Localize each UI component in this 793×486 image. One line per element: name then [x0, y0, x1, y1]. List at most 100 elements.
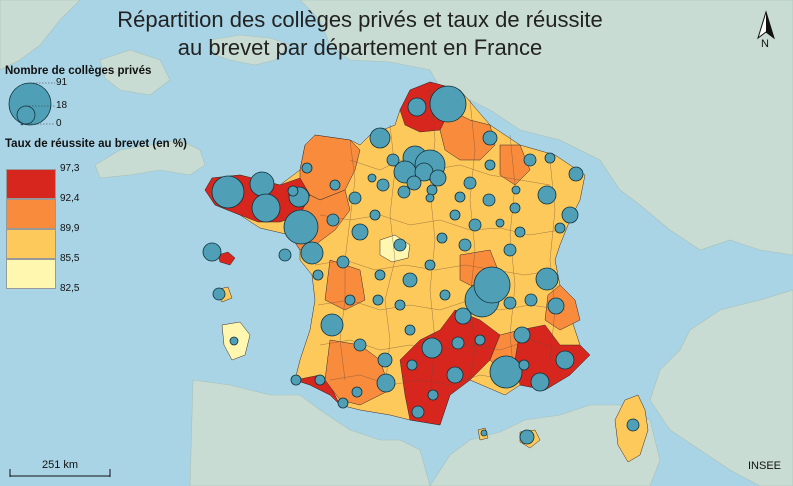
department-college-circle: [480, 429, 488, 437]
legend-color-heading: Taux de réussite au brevet (en %): [5, 138, 187, 150]
department-college-circle: [377, 352, 393, 368]
department-college-circle: [404, 324, 416, 336]
department-college-circle: [426, 184, 438, 196]
department-college-circle: [544, 152, 556, 164]
department-college-circle: [312, 269, 324, 281]
department-college-circle: [458, 238, 472, 252]
department-college-circle: [454, 191, 466, 203]
legend-size-mid: 18: [56, 100, 68, 111]
department-college-circle: [429, 169, 447, 187]
department-college-circle: [425, 193, 435, 203]
department-college-circle: [473, 266, 511, 304]
department-college-circle: [348, 191, 362, 205]
department-college-circle: [411, 405, 425, 419]
department-college-circle: [337, 397, 349, 409]
department-college-circle: [376, 178, 390, 192]
department-college-circle: [427, 389, 439, 401]
legend-class-3-swatch: [6, 229, 56, 259]
department-college-circle: [561, 206, 579, 224]
department-college-circle: [554, 222, 566, 234]
legend-break-5: 82,5: [60, 283, 80, 294]
department-college-circle: [369, 127, 391, 149]
department-college-circle: [503, 243, 517, 257]
scale-label: 251 km: [42, 459, 79, 471]
department-college-circle: [326, 213, 340, 227]
proportional-circles: [202, 85, 640, 445]
department-college-circle: [202, 242, 222, 262]
department-college-circle: [251, 193, 281, 223]
north-arrow-icon: [757, 10, 775, 40]
title-line-1: Répartition des collèges privés et taux …: [117, 7, 603, 32]
department-college-circle: [518, 359, 530, 371]
department-college-circle: [523, 153, 537, 167]
department-college-circle: [524, 293, 538, 307]
department-college-circle: [495, 218, 505, 228]
department-college-circle: [535, 267, 559, 291]
department-college-circle: [474, 334, 486, 346]
department-college-circle: [406, 175, 422, 191]
legend-class-1-swatch: [6, 169, 56, 199]
department-college-circle: [514, 226, 526, 238]
department-college-circle: [320, 313, 344, 337]
department-college-circle: [287, 185, 299, 197]
department-college-circle: [353, 338, 367, 352]
department-college-circle: [229, 336, 239, 346]
department-college-circle: [511, 185, 521, 195]
department-college-circle: [351, 223, 369, 241]
department-college-circle: [503, 296, 517, 310]
department-college-circle: [278, 248, 292, 262]
department-college-circle: [454, 307, 472, 325]
department-college-circle: [537, 185, 557, 205]
map-title: Répartition des collèges privés et taux …: [110, 6, 610, 62]
department-college-circle: [351, 386, 363, 398]
department-college-circle: [406, 359, 418, 371]
department-college-circle: [446, 366, 464, 384]
title-line-2: au brevet par département en France: [177, 35, 543, 60]
legend-break-4: 85,5: [60, 253, 80, 264]
department-college-circle: [211, 175, 245, 209]
legend-size-heading: Nombre de collèges privés: [5, 65, 152, 77]
department-college-circle: [402, 272, 418, 288]
department-college-circle: [407, 97, 427, 117]
department-college-circle: [393, 238, 407, 252]
department-college-circle: [489, 355, 523, 389]
legend-class-4-swatch: [6, 259, 56, 289]
department-college-circle: [397, 185, 411, 199]
legend-break-2: 92,4: [60, 193, 80, 204]
north-label: N: [761, 38, 769, 50]
department-college-circle: [568, 166, 584, 182]
department-college-circle: [367, 173, 377, 183]
department-college-circle: [429, 85, 467, 123]
department-college-circle: [439, 289, 451, 301]
legend-break-3: 89,9: [60, 223, 80, 234]
department-college-circle: [372, 294, 384, 306]
department-college-circle: [374, 269, 386, 281]
department-college-circle: [386, 153, 400, 167]
legend-size-max: 91: [56, 77, 68, 88]
guadeloupe: [217, 251, 236, 266]
department-college-circle: [300, 241, 324, 265]
department-college-circle: [329, 179, 341, 191]
department-college-circle: [212, 287, 226, 301]
department-college-circle: [436, 232, 448, 244]
department-college-circle: [283, 209, 319, 245]
department-college-circle: [421, 337, 443, 359]
department-college-circle: [555, 350, 575, 370]
department-college-circle: [547, 297, 565, 315]
department-college-circle: [394, 299, 406, 311]
department-college-circle: [369, 209, 381, 221]
department-college-circle: [424, 259, 436, 271]
source-label: INSEE: [748, 460, 782, 472]
department-college-circle: [376, 373, 396, 393]
department-college-circle: [290, 374, 302, 386]
legend-class-2-swatch: [6, 199, 56, 229]
department-college-circle: [530, 372, 550, 392]
department-college-circle: [314, 374, 326, 386]
legend-size-min: 0: [56, 118, 62, 129]
department-college-circle: [513, 326, 531, 344]
department-college-circle: [336, 255, 350, 269]
scale-bar: [9, 469, 111, 477]
department-college-circle: [482, 193, 496, 207]
